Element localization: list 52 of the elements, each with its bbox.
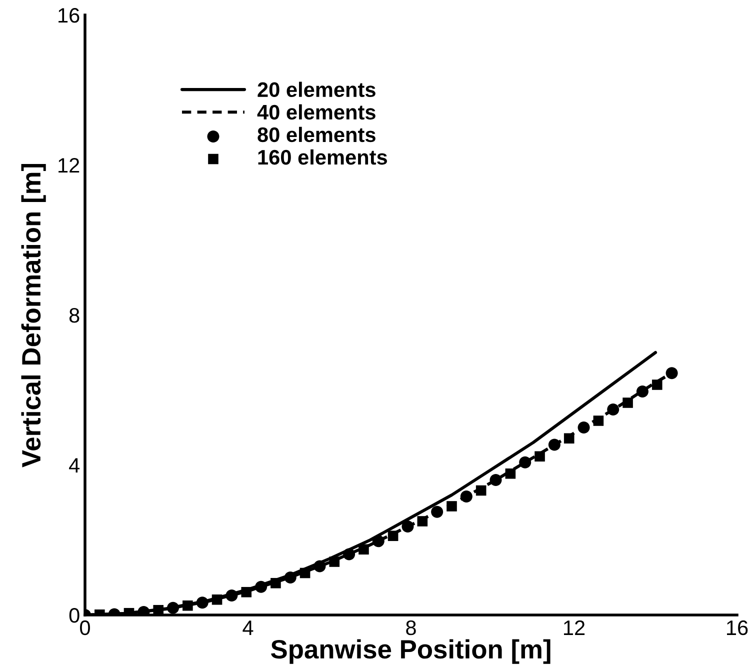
point	[431, 506, 444, 518]
point	[241, 586, 252, 598]
point	[300, 568, 310, 578]
point	[607, 403, 620, 416]
point	[402, 520, 414, 533]
point	[519, 456, 532, 468]
x-tick-label: 4	[242, 620, 254, 635]
y-tick-label: 0	[69, 608, 80, 623]
y-tick-label: 8	[69, 308, 80, 323]
point	[329, 556, 340, 567]
point	[212, 594, 222, 605]
point	[636, 385, 648, 398]
point	[196, 596, 208, 609]
legend-label: 20 elements	[258, 82, 376, 98]
x-tick-label: 16	[727, 620, 748, 636]
point	[358, 544, 369, 555]
point	[622, 398, 633, 408]
point	[490, 474, 502, 486]
legend-label: 80 elements	[258, 126, 376, 142]
point	[226, 589, 238, 602]
x-tick-label: 8	[406, 620, 416, 636]
point	[446, 501, 457, 512]
y-axis-title: Vertical Deformation [m]	[21, 164, 46, 468]
point	[388, 530, 398, 542]
point	[314, 560, 326, 572]
point	[167, 602, 180, 614]
x-tick-label: 12	[564, 620, 585, 635]
legend-label: 160 elements	[258, 149, 388, 165]
point	[270, 578, 281, 588]
point	[255, 580, 268, 593]
legend-label: 40 elements	[257, 104, 376, 120]
point	[343, 548, 356, 560]
point	[460, 490, 472, 503]
point	[284, 571, 296, 584]
point	[564, 433, 574, 444]
point	[578, 421, 590, 434]
point	[182, 600, 193, 611]
point	[417, 516, 428, 526]
y-tick-label: 16	[58, 8, 80, 23]
y-tick-label: 4	[69, 458, 80, 473]
point	[548, 438, 560, 451]
x-axis-title: Spanwise Position [m]	[271, 639, 550, 664]
point	[153, 604, 164, 615]
point	[372, 535, 384, 548]
y-tick-label: 12	[58, 158, 80, 173]
point	[476, 485, 486, 496]
point	[652, 380, 662, 390]
point	[666, 367, 678, 380]
point	[534, 451, 545, 462]
x-tick-label: 0	[80, 620, 90, 636]
point	[505, 468, 516, 479]
point	[593, 416, 604, 426]
